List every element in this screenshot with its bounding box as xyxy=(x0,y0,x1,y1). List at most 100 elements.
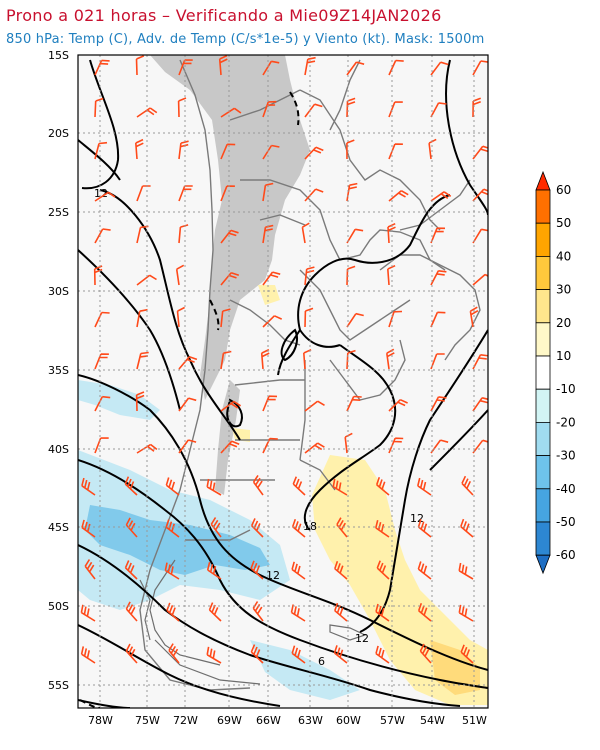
wind-barb xyxy=(135,391,145,412)
colorbar-segment xyxy=(535,355,551,390)
wind-barb xyxy=(291,561,306,580)
latitude-axis: 15S 20S 25S 30S 35S 40S 45S 50S 55S xyxy=(48,49,69,692)
lon-label: 75W xyxy=(135,714,160,727)
colorbar-segment xyxy=(535,289,551,324)
wind-barb xyxy=(220,308,231,328)
wind-barb xyxy=(304,56,316,76)
colorbar-segment xyxy=(535,189,551,224)
colorbar: 60 50 40 30 20 10 -10 -20 -30 -40 -50 -60 xyxy=(535,170,576,575)
colorbar-segment xyxy=(535,388,551,423)
political-borders xyxy=(139,59,481,691)
lat-label: 35S xyxy=(48,364,69,377)
wind-barb xyxy=(165,477,180,496)
wind-barb xyxy=(472,439,488,454)
wind-barbs xyxy=(80,55,488,664)
wind-barb xyxy=(218,55,228,76)
wind-barb xyxy=(135,138,144,160)
lat-label: 25S xyxy=(48,206,69,219)
wind-barb xyxy=(94,228,111,244)
wind-barb xyxy=(220,229,239,244)
wind-barb xyxy=(94,191,116,202)
wind-barb xyxy=(176,306,185,328)
wind-barb xyxy=(472,273,488,286)
wind-barb xyxy=(458,562,474,580)
lon-label: 63W xyxy=(298,714,323,727)
wind-barb xyxy=(346,265,356,286)
colorbar-label: 20 xyxy=(556,316,571,330)
colorbar-label: 50 xyxy=(556,216,571,230)
wind-barb xyxy=(165,519,180,538)
wind-barb xyxy=(250,560,264,580)
wind-barb xyxy=(206,478,222,496)
map-subtitle: 850 hPa: Temp (C), Adv. de Temp (C/s*1e-… xyxy=(6,32,485,47)
wind-barb xyxy=(469,306,479,328)
wind-barb xyxy=(419,643,432,664)
wind-barb xyxy=(304,146,324,160)
wind-barb xyxy=(344,432,353,454)
colorbar-label: -10 xyxy=(556,382,576,396)
wind-barb xyxy=(334,560,348,580)
wind-barb xyxy=(332,478,348,496)
wind-barb xyxy=(304,307,314,328)
wind-barb xyxy=(177,97,187,118)
wind-barb xyxy=(250,644,264,664)
contour-label: 12 xyxy=(355,632,369,645)
colorbar-segment xyxy=(535,455,551,490)
wind-barb xyxy=(336,517,348,538)
wind-barb xyxy=(220,185,235,202)
graticule xyxy=(78,55,488,708)
wind-barb xyxy=(460,644,474,664)
wind-barb xyxy=(386,348,395,370)
wind-barb xyxy=(388,310,403,328)
colorbar-label: -30 xyxy=(556,449,576,463)
wind-barb xyxy=(125,601,138,622)
terrain-mask xyxy=(150,55,310,400)
cold-advection-north xyxy=(78,380,160,420)
wind-barb xyxy=(164,562,180,580)
wind-barb xyxy=(168,643,180,664)
wind-barb xyxy=(417,519,432,538)
wind-barb xyxy=(262,60,280,76)
wind-barb xyxy=(388,190,409,202)
colorbar-label: -50 xyxy=(556,515,576,529)
colorbar-top-arrow xyxy=(535,170,551,191)
colorbar-segment xyxy=(535,421,551,456)
wind-barb xyxy=(81,519,96,538)
wind-barb xyxy=(346,61,365,76)
colorbar-segment xyxy=(535,222,551,257)
wind-barb xyxy=(178,224,189,244)
wind-barb xyxy=(136,107,158,118)
wind-barb xyxy=(346,97,356,118)
map-title: Prono a 021 horas – Verificando a Mie09Z… xyxy=(6,6,442,25)
wind-barb xyxy=(346,182,358,202)
wind-barb xyxy=(333,645,348,664)
wind-barb xyxy=(80,604,96,622)
wind-barb xyxy=(94,311,110,328)
wind-barb xyxy=(388,101,403,118)
longitude-axis: 78W 75W 72W 69W 66W 63W 60W 57W 54W 51W xyxy=(88,714,487,727)
contour-label: 12 xyxy=(94,187,108,200)
wind-barb xyxy=(430,270,447,286)
wind-barb xyxy=(430,311,446,328)
wind-barb xyxy=(346,312,364,328)
wind-barb xyxy=(136,274,157,286)
lon-label: 57W xyxy=(380,714,405,727)
wind-barb xyxy=(94,141,108,160)
wind-barb xyxy=(430,102,447,118)
wind-barb xyxy=(262,224,274,244)
wind-barb xyxy=(375,520,390,538)
wind-barb xyxy=(304,400,325,412)
contour-label: 6 xyxy=(318,655,325,668)
colorbar-label: 40 xyxy=(556,249,571,263)
wind-barb xyxy=(262,144,280,160)
wind-barb xyxy=(80,646,96,664)
wind-barb xyxy=(472,397,488,412)
wind-barb xyxy=(460,518,474,538)
wind-barb xyxy=(252,474,264,496)
colorbar-segment xyxy=(535,255,551,290)
wind-barb xyxy=(210,517,222,538)
wind-barb xyxy=(461,475,474,496)
wind-barb xyxy=(250,518,264,538)
wind-barb xyxy=(178,59,193,76)
